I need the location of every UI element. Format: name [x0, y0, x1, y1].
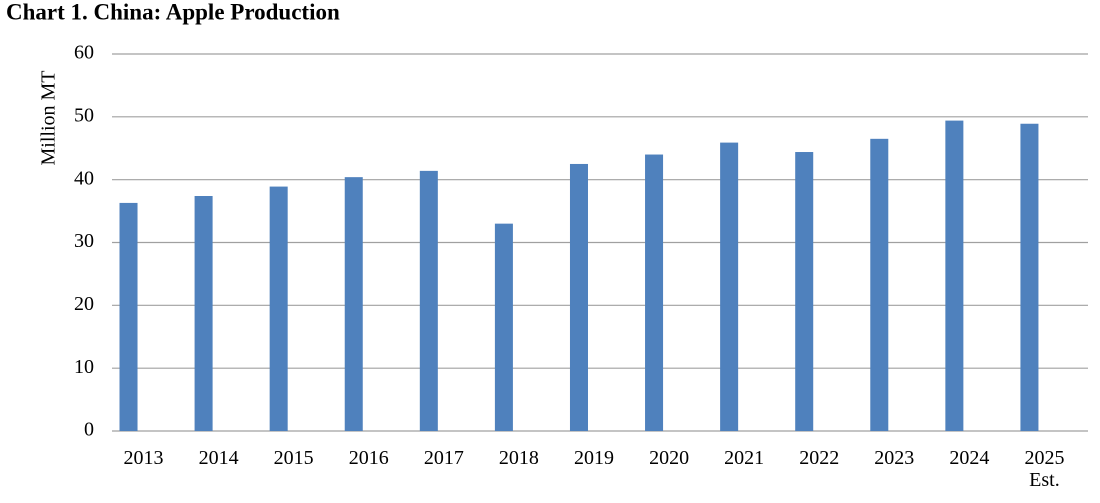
bar	[419, 170, 438, 431]
y-tick-label: 30	[74, 230, 94, 252]
bar	[344, 177, 363, 431]
x-tick-label: 2024	[949, 447, 990, 469]
x-tick-label: 2014	[198, 447, 239, 469]
bar	[269, 186, 288, 431]
y-tick-label: 0	[84, 419, 94, 441]
y-tick-label: 50	[74, 104, 94, 126]
bar	[645, 154, 664, 432]
y-tick-label: 10	[74, 356, 94, 378]
x-tick-label: 2021	[724, 447, 765, 469]
bar	[1020, 123, 1039, 432]
x-tick-label: 2025 Est.	[1024, 447, 1065, 491]
bar	[119, 202, 138, 431]
x-tick-label: 2016	[348, 447, 389, 469]
y-tick-label: 20	[74, 293, 94, 315]
chart-title: Chart 1. China: Apple Production	[6, 0, 340, 24]
bar	[870, 138, 889, 431]
x-tick-label: 2019	[573, 447, 614, 469]
x-tick-label: 2018	[498, 447, 539, 469]
bar	[720, 142, 739, 431]
bar	[795, 152, 814, 431]
x-tick-label: 2023	[874, 447, 915, 469]
x-tick-label: 2017	[423, 447, 464, 469]
x-tick-label: 2022	[799, 447, 840, 469]
x-tick-label: 2013	[123, 447, 164, 469]
y-tick-label: 60	[74, 42, 94, 64]
bar	[945, 120, 964, 431]
bar	[194, 196, 213, 431]
x-tick-label: 2015	[273, 447, 314, 469]
x-tick-label: 2020	[649, 447, 690, 469]
bar	[494, 223, 513, 431]
bar	[569, 163, 588, 432]
y-tick-label: 40	[74, 167, 94, 189]
y-axis-label: Million MT	[38, 70, 60, 165]
